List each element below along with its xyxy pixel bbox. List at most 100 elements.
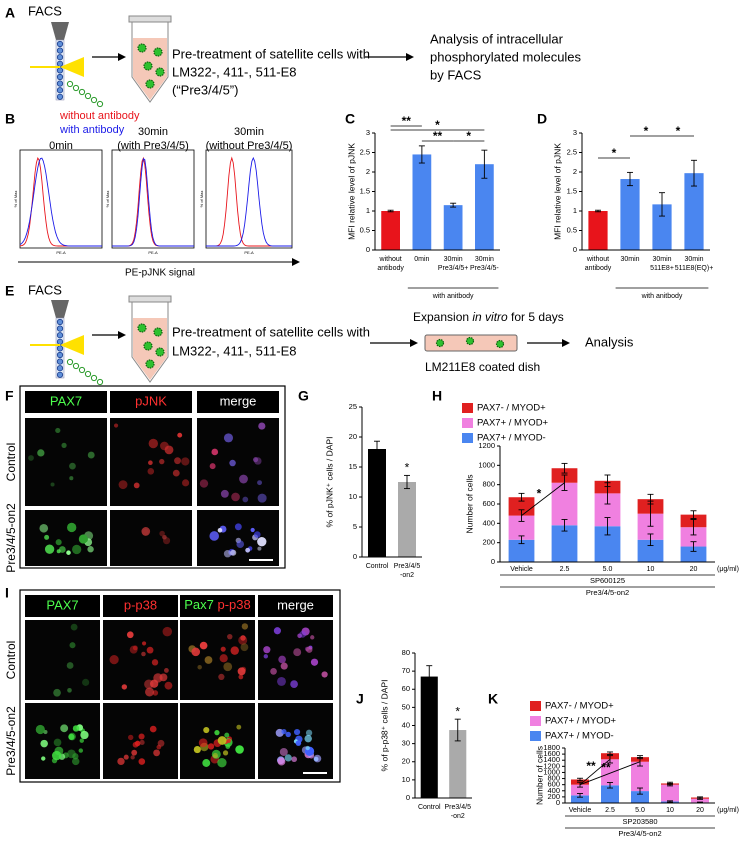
- micro-cell: [310, 635, 314, 639]
- y-tick-label: 30: [402, 739, 410, 748]
- micro-cell: [223, 750, 228, 755]
- x-tick-label: 10: [647, 566, 655, 573]
- micro-cell: [263, 646, 270, 653]
- micro-cell: [88, 452, 95, 459]
- micro-cell: [117, 758, 124, 765]
- axis-label: % of Max: [13, 191, 18, 208]
- micro-cell: [59, 546, 66, 553]
- micro-cell: [277, 677, 286, 686]
- y-tick-label: 10: [402, 775, 410, 784]
- cell-icon: [467, 338, 474, 345]
- cell-icon: [138, 44, 146, 52]
- significance: *: [644, 124, 649, 138]
- micro-cell: [141, 527, 150, 536]
- significance: *: [466, 129, 471, 143]
- row-label: Pre3/4/5-on2: [4, 503, 18, 573]
- histogram-title: (with Pre3/4/5): [117, 140, 189, 152]
- micro-cell: [139, 758, 146, 765]
- step-text: phosphorylated molecules: [430, 49, 582, 64]
- step-text: LM322-, 411-, 511-E8: [172, 64, 297, 79]
- micro-cell: [181, 457, 189, 465]
- step-text: by FACS: [430, 67, 482, 82]
- micro-cell: [80, 731, 88, 739]
- step-text: (“Pre3/4/5”): [172, 82, 238, 97]
- micro-cell: [231, 646, 239, 654]
- micro-cell: [238, 675, 243, 680]
- sorted-cell: [97, 101, 102, 106]
- panel-label: I: [5, 585, 9, 601]
- micro-cell: [69, 642, 75, 648]
- sorted-cell: [67, 81, 72, 86]
- micro-cell: [67, 523, 76, 532]
- micro-cell: [230, 550, 236, 556]
- unit-label: (μg/ml): [717, 566, 739, 573]
- micro-cell: [152, 659, 158, 665]
- micro-cell: [39, 524, 48, 533]
- micro-cell: [131, 755, 135, 759]
- panel-label: A: [5, 5, 15, 21]
- significance: **: [586, 759, 596, 773]
- y-tick-label: 70: [402, 666, 410, 675]
- y-tick-label: 1: [366, 206, 370, 215]
- cell-icon: [154, 328, 162, 336]
- micro-cell: [314, 755, 322, 763]
- channel-part: Pax7: [184, 597, 214, 612]
- y-axis-label: Number of cells: [534, 746, 544, 805]
- micro-cell: [153, 749, 160, 756]
- significance: *: [455, 704, 460, 718]
- micro-cell: [159, 531, 165, 537]
- row-label: Control: [4, 641, 18, 680]
- y-tick-label: 25: [349, 402, 357, 411]
- micro-cell: [127, 631, 134, 638]
- tube-cap: [129, 16, 171, 22]
- x-tick-label: Pre3/4/5: [394, 563, 421, 570]
- micro-cell: [294, 729, 300, 735]
- panel-label: J: [356, 691, 364, 707]
- micro-cell: [165, 445, 174, 454]
- micro-cell: [150, 726, 157, 733]
- micro-cell: [69, 463, 76, 470]
- y-tick-label: 10: [349, 492, 357, 501]
- micro-cell: [40, 740, 48, 748]
- group-label: with anitbody: [641, 293, 683, 300]
- micro-cell: [110, 655, 119, 664]
- significance: *: [676, 124, 681, 138]
- y-axis-label: % of p-p38⁺ cells / DAPI: [379, 680, 389, 772]
- micro-cell: [44, 535, 49, 540]
- micro-cell: [28, 455, 34, 461]
- micro-cell: [257, 537, 266, 546]
- micro-cell: [242, 623, 248, 629]
- y-tick-label: 20: [402, 757, 410, 766]
- y-tick-label: 200: [482, 538, 495, 547]
- micro-cell: [221, 647, 226, 652]
- micrograph: [25, 620, 100, 700]
- micro-cell: [61, 443, 66, 448]
- step-text: Expansion in vitro for 5 days: [413, 310, 564, 324]
- micrograph: [110, 510, 192, 566]
- micro-cell: [224, 733, 229, 738]
- x-tick-label: 30min: [652, 256, 671, 263]
- micro-cell: [79, 534, 88, 543]
- micro-cell: [164, 668, 169, 673]
- channel-label: Pax7 p-p38: [184, 597, 251, 612]
- legend-text: without antibody: [59, 110, 140, 122]
- y-tick-label: 80: [402, 648, 410, 657]
- micro-cell: [140, 740, 145, 745]
- stream-cell: [57, 326, 62, 331]
- cell-icon: [138, 324, 146, 332]
- micro-cell: [281, 729, 286, 734]
- bar: [381, 211, 400, 250]
- micro-cell: [142, 641, 146, 645]
- stream-cell: [57, 81, 62, 86]
- axis-label: PE-A: [148, 250, 158, 255]
- group-label: with anitbody: [432, 293, 474, 300]
- micro-cell: [200, 479, 208, 487]
- sorted-cell: [85, 93, 90, 98]
- sorted-cell: [85, 371, 90, 376]
- micrograph: [180, 620, 255, 700]
- sorted-cell: [73, 85, 78, 90]
- panel-label: E: [5, 283, 14, 299]
- histogram-title: 30min: [234, 126, 264, 138]
- micro-cell: [290, 680, 298, 688]
